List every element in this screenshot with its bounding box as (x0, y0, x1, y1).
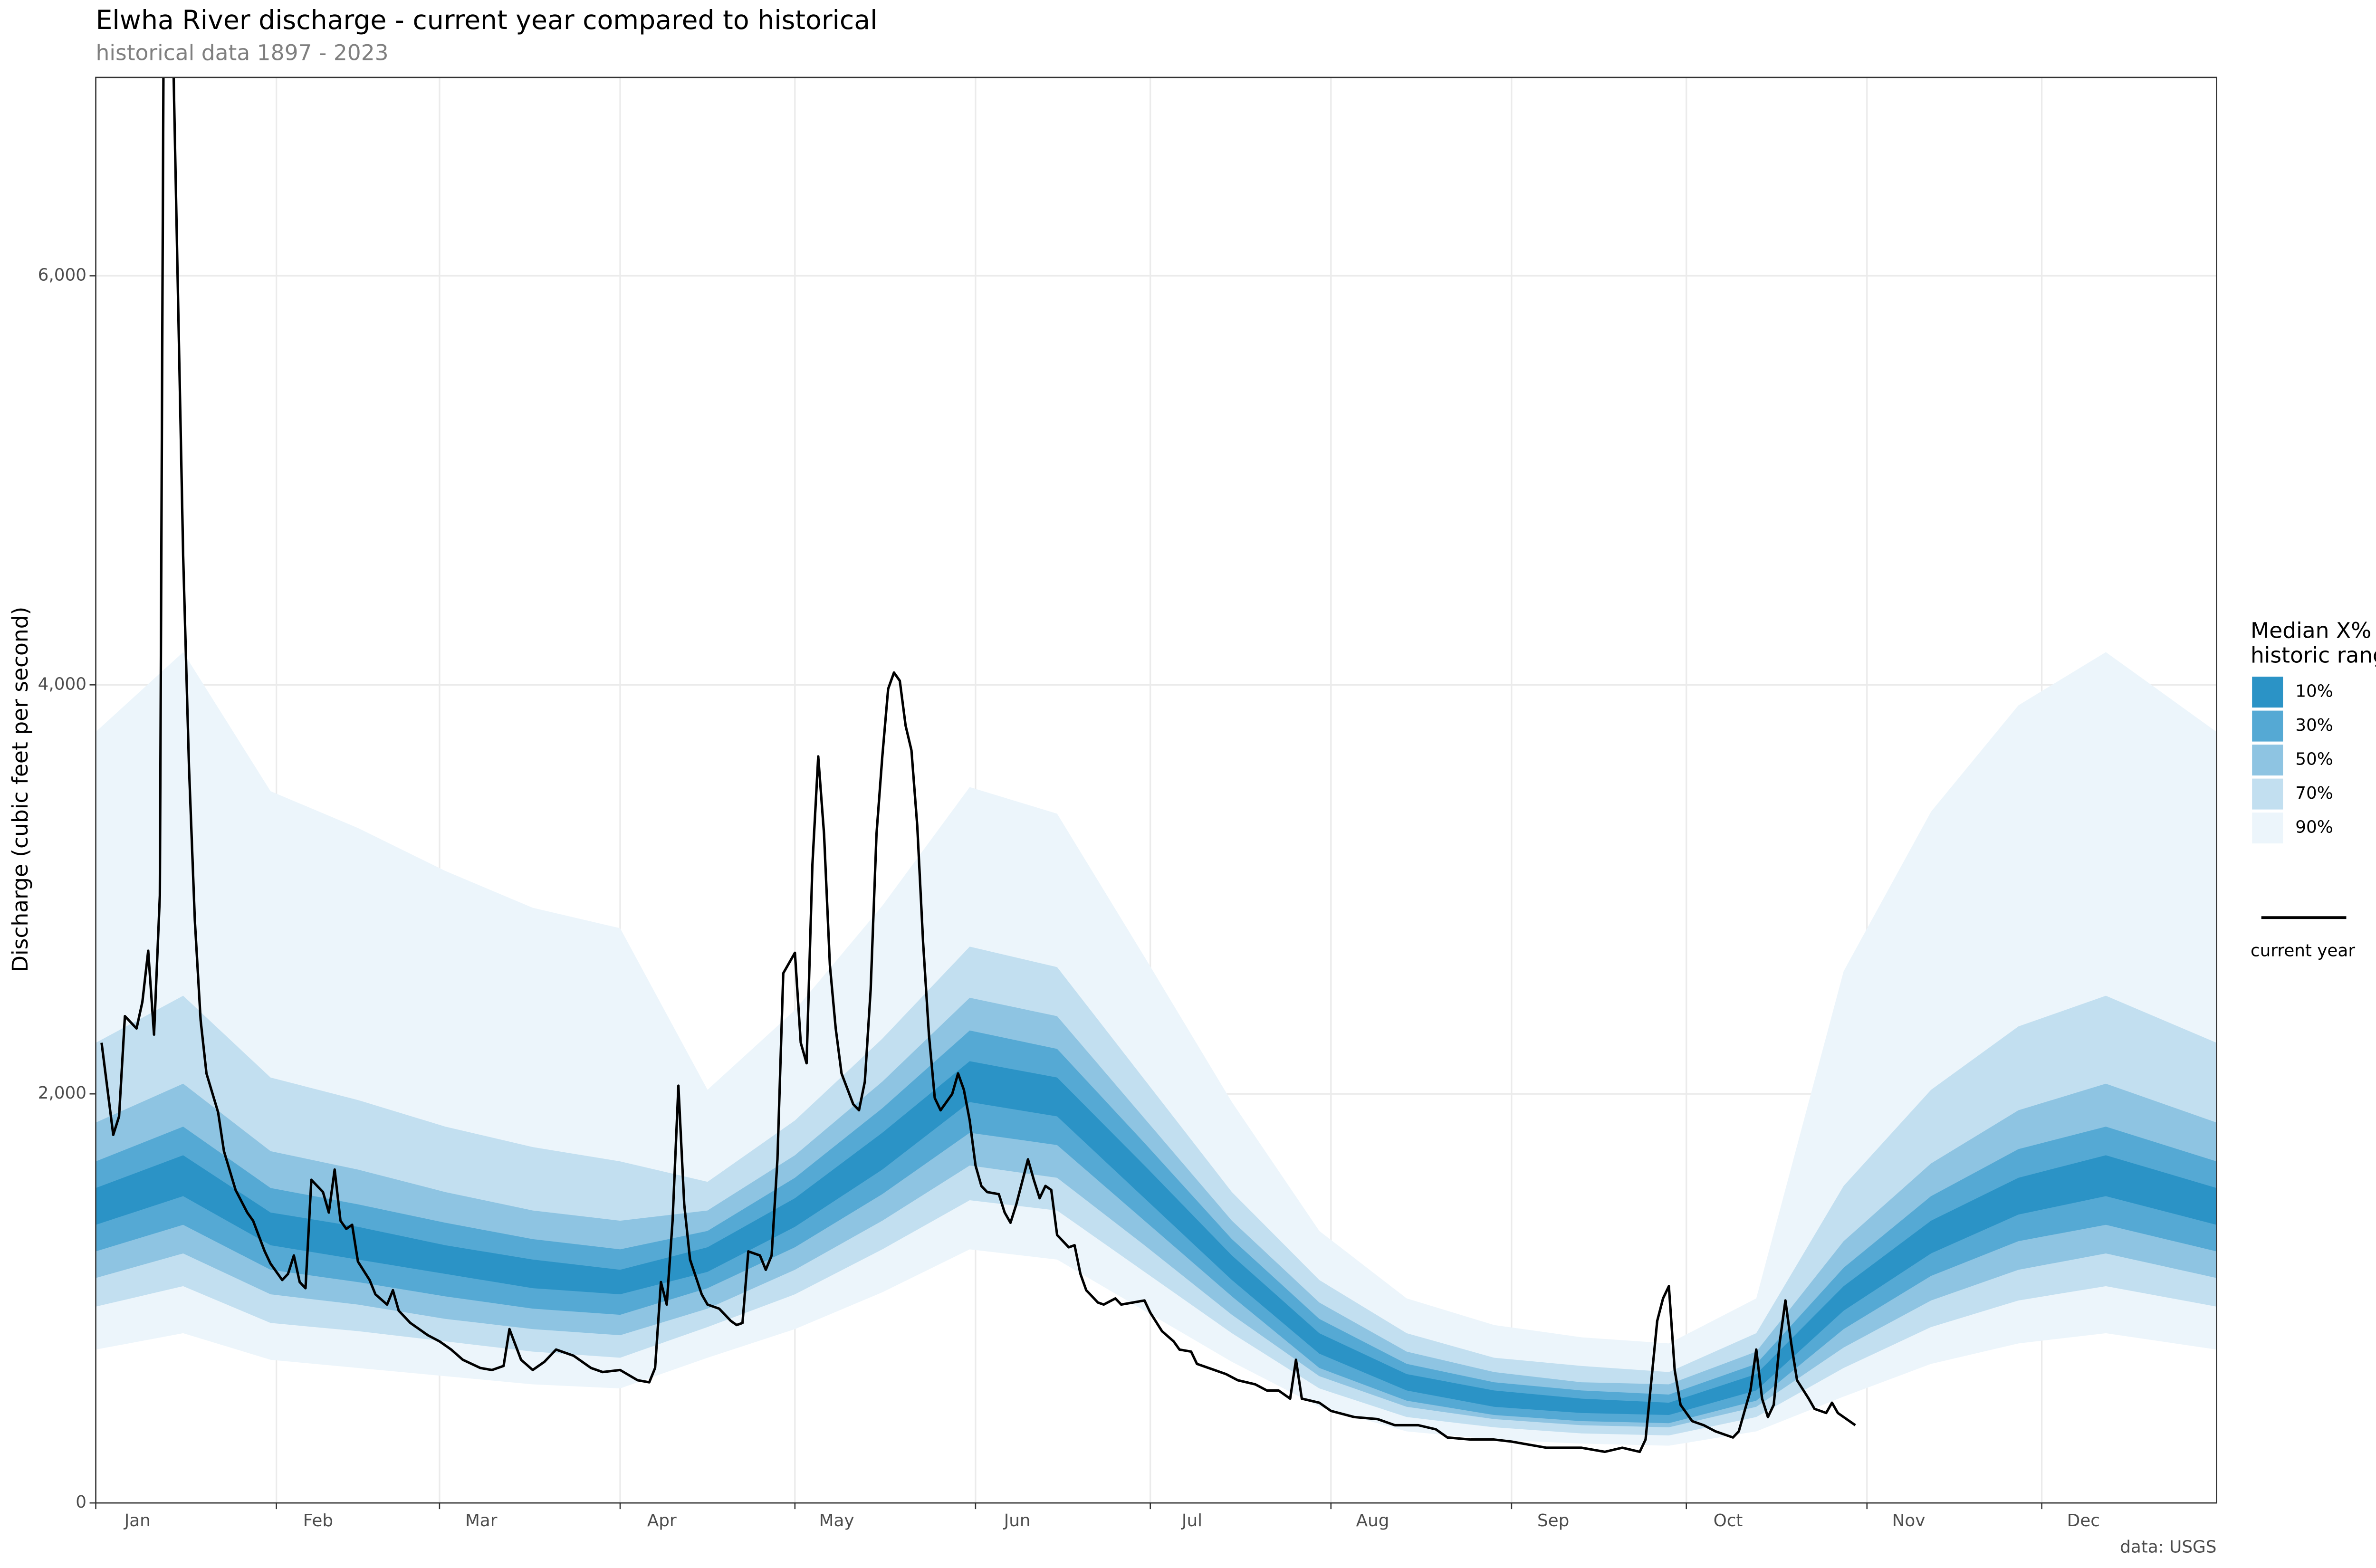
x-tick-label: Feb (303, 1511, 333, 1530)
x-tick-label: Dec (2067, 1511, 2100, 1530)
lines (100, 77, 1856, 1453)
legend-label: 90% (2295, 818, 2333, 837)
x-tick-label: Jun (1003, 1511, 1031, 1530)
x-tick-label: May (819, 1511, 854, 1530)
legend-label: 30% (2295, 716, 2333, 735)
x-tick-label: Nov (1892, 1511, 1926, 1530)
legend-swatch (2252, 745, 2283, 776)
caption: data: USGS (2120, 1537, 2216, 1557)
y-tick-label: 2,000 (38, 1083, 86, 1103)
y-tick-label: 0 (76, 1492, 86, 1512)
legend-swatch (2252, 813, 2283, 844)
x-tick-label: Jan (124, 1511, 151, 1530)
x-tick-label: Aug (1356, 1511, 1389, 1530)
x-tick-label: Apr (647, 1511, 677, 1530)
legend-title: Median X% of (2251, 618, 2376, 643)
data-line (100, 77, 1856, 1453)
x-tick-label: Mar (465, 1511, 498, 1530)
legend-title: historic range (2251, 642, 2376, 668)
legend-label: 50% (2295, 750, 2333, 769)
legend: 10% 30% 50% 70% 90% current year (2251, 677, 2355, 961)
x-tick-label: Oct (1714, 1511, 1743, 1530)
bands (96, 652, 2217, 1446)
legend-swatch (2252, 677, 2283, 708)
panel-border (95, 76, 2217, 1504)
legend-label: 70% (2295, 784, 2333, 803)
x-tick-label: Sep (1537, 1511, 1569, 1530)
chart-subtitle: historical data 1897 - 2023 (96, 40, 389, 66)
axes: 0 2,000 4,000 6,000 Jan Feb Mar Apr May Jun Jul Aug… (38, 265, 2100, 1530)
x-tick-label: Jul (1181, 1511, 1202, 1530)
y-tick-label: 6,000 (38, 265, 86, 285)
legend-swatch (2252, 710, 2283, 742)
legend-swatch (2252, 778, 2283, 810)
legend-label: 10% (2295, 682, 2333, 701)
chart-title: Elwha River discharge - current year com… (96, 5, 878, 36)
legend-label: current year (2251, 941, 2355, 961)
band-area (96, 1030, 2217, 1424)
y-axis-label: Discharge (cubic feet per second) (8, 607, 33, 972)
y-tick-label: 4,000 (38, 674, 86, 694)
